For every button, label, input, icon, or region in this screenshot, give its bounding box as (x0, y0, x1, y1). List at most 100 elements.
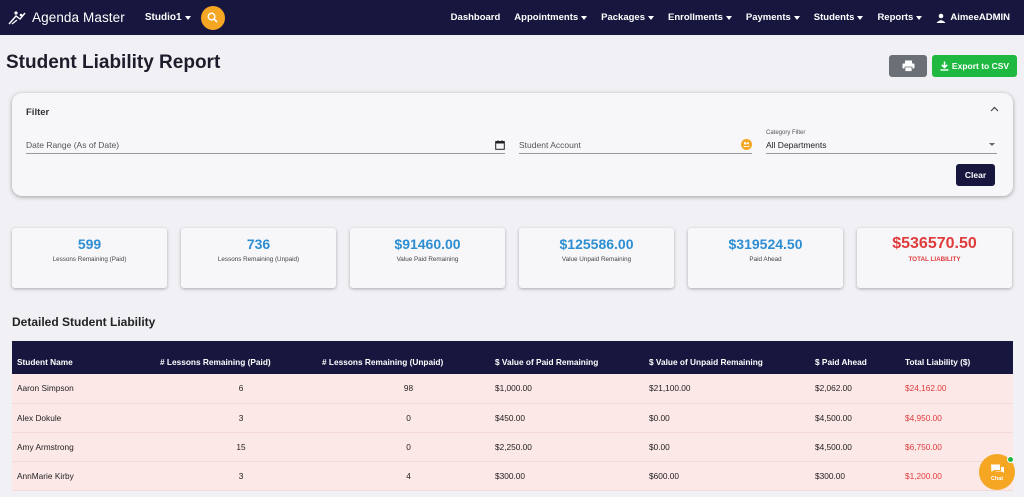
stat-value: $91460.00 (394, 236, 461, 252)
cell-paid-ahead: $4,500.00 (815, 441, 852, 452)
online-status-dot (1007, 456, 1014, 463)
cell-student-name: Alex Dokule (17, 412, 62, 423)
chevron-down-icon (793, 15, 800, 20)
column-header-total-liability[interactable]: Total Liability ($) (905, 357, 971, 367)
studio-selector[interactable]: Studio1 (145, 12, 191, 23)
table-header-row: Student Name # Lessons Remaining (Paid) … (12, 341, 1013, 374)
brand-name: Agenda Master (32, 10, 125, 25)
nav-user-menu[interactable]: AimeeADMIN (936, 12, 1010, 23)
nav-dashboard-label: Dashboard (450, 12, 501, 23)
cell-value-unpaid: $600.00 (649, 470, 679, 481)
table-row[interactable]: Alex Dokule 3 0 $450.00 $0.00 $4,500.00 … (12, 403, 1013, 432)
chevron-up-icon[interactable] (990, 106, 999, 112)
chevron-down-icon (648, 15, 654, 20)
nav-packages[interactable]: Packages (601, 12, 654, 23)
cell-lessons-unpaid: 0 (406, 441, 411, 452)
stat-label: Lessons Remaining (Unpaid) (217, 256, 300, 263)
nav-enrollments-label: Enrollments (668, 12, 723, 23)
column-header-lessons-paid[interactable]: # Lessons Remaining (Paid) (160, 357, 271, 367)
search-button[interactable] (200, 5, 225, 30)
cell-lessons-unpaid: 0 (406, 412, 411, 423)
student-account-field[interactable]: Student Account (519, 133, 752, 154)
cell-total-liability: $4,950.00 (905, 412, 942, 423)
print-button[interactable] (889, 55, 927, 77)
cell-paid-ahead: $300.00 (815, 470, 845, 481)
stat-value-paid: $91460.00 Value Paid Remaining (350, 228, 505, 288)
chevron-down-icon (857, 15, 864, 20)
download-icon (940, 61, 949, 71)
cell-total-liability: $1,200.00 (905, 470, 942, 481)
cell-student-name: AnnMarie Kirby (17, 470, 74, 481)
student-account-placeholder: Student Account (519, 140, 581, 150)
cell-paid-ahead: $4,500.00 (815, 412, 852, 423)
dancers-logo-icon (8, 10, 26, 24)
nav-dashboard[interactable]: Dashboard (451, 12, 501, 23)
nav-appointments[interactable]: Appointments (514, 12, 588, 23)
column-header-student-name[interactable]: Student Name (17, 357, 73, 367)
column-header-paid-ahead[interactable]: $ Paid Ahead (815, 357, 867, 367)
nav-enrollments[interactable]: Enrollments (668, 12, 732, 23)
stat-value-unpaid: $125586.00 Value Unpaid Remaining (519, 228, 674, 288)
cell-total-liability: $24,162.00 (905, 383, 947, 394)
cell-value-paid: $1,000.00 (495, 383, 532, 394)
chat-bubble-icon (990, 464, 1004, 473)
export-csv-label: Export to CSV (951, 61, 1010, 71)
section-title: Detailed Student Liability (12, 315, 156, 329)
search-icon (207, 12, 218, 23)
cell-value-paid: $300.00 (495, 470, 525, 481)
chevron-down-icon (184, 15, 191, 20)
nav-payments-label: Payments (745, 12, 791, 23)
stat-label: Paid Ahead (749, 256, 782, 263)
cell-value-unpaid: $21,100.00 (649, 383, 691, 394)
chevron-down-icon (916, 15, 923, 20)
stat-lessons-paid: 599 Lessons Remaining (Paid) (12, 228, 167, 288)
stat-label: Lessons Remaining (Paid) (52, 256, 127, 263)
studio-label: Studio1 (144, 12, 182, 23)
stat-lessons-unpaid: 736 Lessons Remaining (Unpaid) (181, 228, 336, 288)
table-row[interactable]: AnnMarie Kirby 3 4 $300.00 $600.00 $300.… (12, 461, 1013, 490)
nav-payments[interactable]: Payments (746, 12, 800, 23)
page-title: Student Liability Report (6, 52, 221, 73)
table-row[interactable]: Amy Armstrong 15 0 $2,250.00 $0.00 $4,50… (12, 432, 1013, 461)
cell-value-unpaid: $0.00 (649, 412, 670, 423)
stat-label: Value Unpaid Remaining (561, 256, 632, 263)
cell-value-paid: $2,250.00 (495, 441, 532, 452)
calendar-icon[interactable] (495, 140, 505, 150)
nav-packages-label: Packages (601, 12, 645, 23)
chat-label: Chat (990, 475, 1004, 482)
date-range-field[interactable]: Date Range (As of Date) (26, 133, 505, 154)
cell-total-liability: $6,750.00 (905, 441, 942, 452)
cell-lessons-paid: 3 (238, 470, 244, 481)
cell-student-name: Aaron Simpson (17, 383, 74, 394)
stat-value: 599 (77, 236, 102, 252)
stat-total-liability: $536570.50 TOTAL LIABILITY (857, 228, 1012, 288)
cell-paid-ahead: $2,062.00 (815, 383, 852, 394)
nav-appointments-label: Appointments (514, 12, 579, 23)
chat-button[interactable]: Chat (979, 454, 1015, 490)
stat-value: $125586.00 (559, 236, 634, 252)
top-navbar: Agenda Master Studio1 Dashboard Appointm… (0, 0, 1024, 35)
brand[interactable]: Agenda Master (7, 10, 125, 26)
export-csv-button[interactable]: Export to CSV (932, 55, 1017, 77)
cell-value-paid: $450.00 (495, 412, 525, 423)
users-search-icon[interactable] (741, 139, 752, 150)
nav-reports-label: Reports (877, 12, 914, 23)
nav-students[interactable]: Students (814, 12, 864, 23)
category-filter-select[interactable]: Category Filter All Departments (766, 130, 997, 154)
column-header-lessons-unpaid[interactable]: # Lessons Remaining (Unpaid) (322, 357, 444, 367)
clear-button[interactable]: Clear (956, 164, 995, 186)
filter-title: Filter (26, 107, 50, 118)
column-header-value-unpaid[interactable]: $ Value of Unpaid Remaining (649, 357, 763, 367)
cell-lessons-unpaid: 98 (403, 383, 414, 394)
chevron-down-icon (725, 15, 732, 20)
date-range-placeholder: Date Range (As of Date) (26, 140, 120, 150)
table-row[interactable]: Aaron Simpson 6 98 $1,000.00 $21,100.00 … (12, 374, 1013, 403)
stat-label: Value Paid Remaining (396, 256, 459, 263)
stat-label: TOTAL LIABILITY (908, 256, 961, 263)
category-filter-value: All Departments (766, 140, 827, 150)
stat-value: 736 (246, 236, 271, 252)
printer-icon (902, 60, 914, 72)
nav-reports[interactable]: Reports (877, 12, 923, 23)
column-header-value-paid[interactable]: $ Value of Paid Remaining (495, 357, 599, 367)
stat-value: $536570.50 (892, 235, 977, 252)
